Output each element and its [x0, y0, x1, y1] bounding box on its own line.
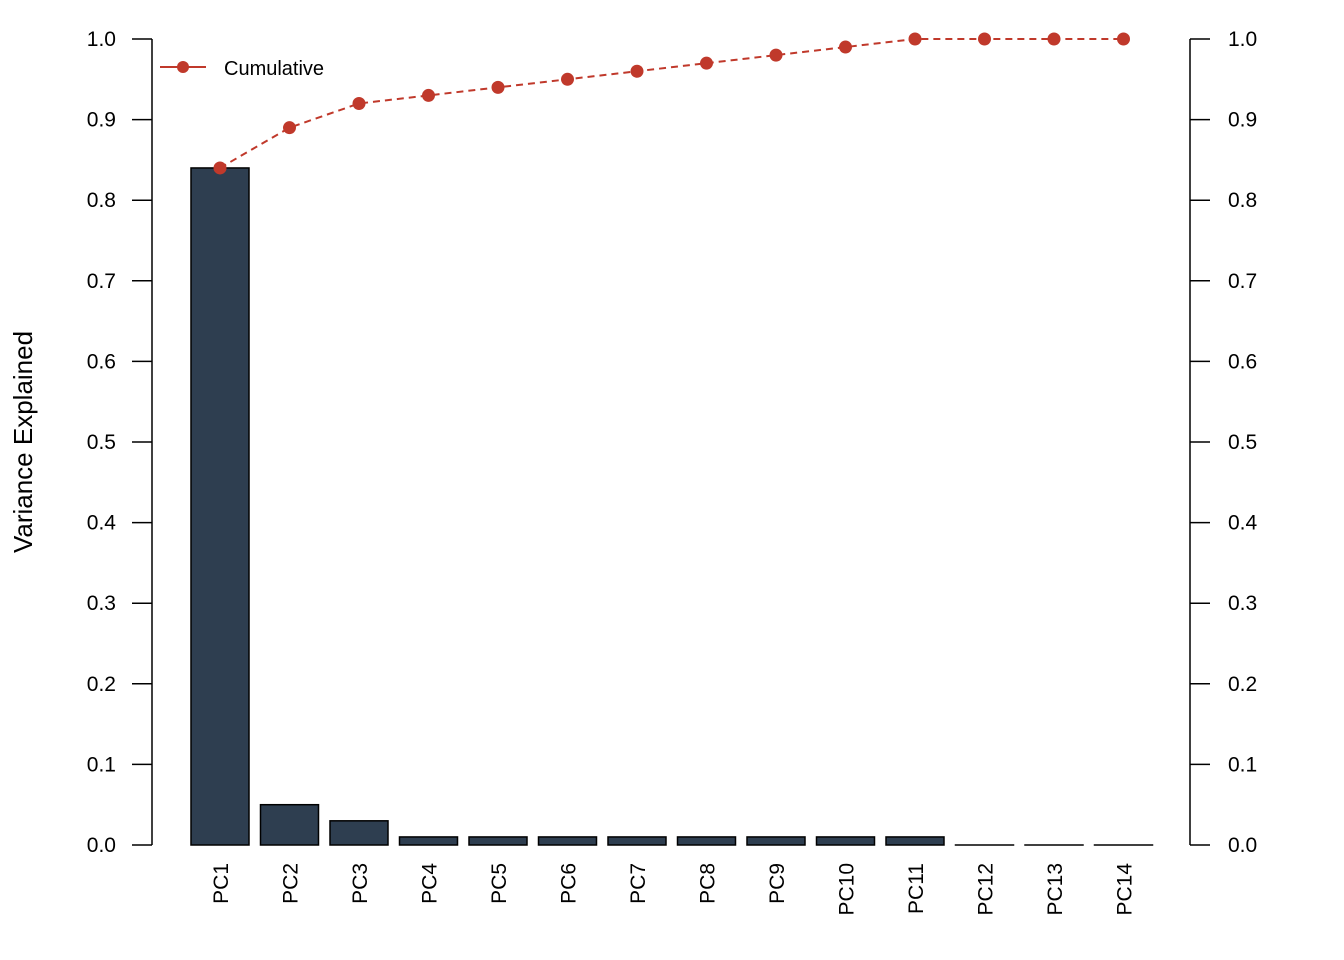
legend: Cumulative [160, 58, 324, 80]
x-tick-label-pc7: PC7 [627, 863, 650, 904]
y-tick-label-left: 0.9 [87, 109, 116, 132]
y-tick-label-right: 0.3 [1228, 592, 1257, 615]
x-tick-label-pc13: PC13 [1044, 863, 1067, 916]
cumulative-line-series [213, 32, 1130, 175]
y-tick-label-left: 0.0 [87, 834, 116, 857]
x-tick-label-pc6: PC6 [558, 863, 581, 904]
cumulative-point-pc9 [769, 48, 783, 62]
cumulative-point-pc3 [352, 96, 366, 110]
y-tick-label-right: 0.2 [1228, 673, 1257, 696]
bar-pc6 [537, 836, 598, 846]
cumulative-point-pc1 [213, 161, 227, 175]
x-tick-label-pc9: PC9 [766, 863, 789, 904]
y-tick-label-left: 0.3 [87, 592, 116, 615]
cumulative-line [219, 38, 1124, 169]
y-tick-label-right: 1.0 [1228, 28, 1257, 51]
bar-pc11 [885, 836, 945, 846]
y-tick-label-right: 0.4 [1228, 512, 1258, 535]
bar-pc7 [607, 836, 667, 846]
bar-pc10 [815, 836, 876, 846]
cumulative-point-pc13 [1047, 32, 1061, 46]
x-tick-labels: PC1 PC2 PC3 PC4 PC5 PC6 PC7 PC8 PC9 PC10 PC11 PC12 P… [210, 863, 1137, 916]
x-tick-label-pc1: PC1 [210, 863, 233, 904]
y-axis-title: Variance Explained [8, 331, 38, 553]
y-tick-label-left: 0.7 [87, 270, 116, 293]
y-tick-label-right: 0.8 [1228, 189, 1257, 212]
y-tick-label-left: 0.5 [87, 431, 116, 454]
y-tick-label-left: 0.2 [87, 673, 116, 696]
y-tick-label-left: 0.4 [87, 512, 117, 535]
bar-series [190, 167, 1154, 846]
bar-pc4 [398, 836, 459, 846]
bar-pc1 [190, 167, 250, 846]
x-tick-label-pc4: PC4 [419, 863, 442, 904]
y-tick-label-right: 0.7 [1228, 270, 1257, 293]
cumulative-point-pc5 [491, 80, 505, 94]
x-tick-label-pc3: PC3 [349, 863, 372, 904]
y-tick-label-right: 0.1 [1228, 753, 1257, 776]
cumulative-point-pc4 [422, 88, 435, 102]
cumulative-point-pc11 [908, 32, 922, 46]
legend-label-cumulative: Cumulative [224, 58, 324, 80]
cumulative-point-pc7 [630, 64, 644, 78]
cumulative-point-pc10 [839, 40, 852, 54]
y-tick-label-left: 0.6 [87, 350, 116, 373]
x-tick-label-pc8: PC8 [697, 863, 720, 904]
y-tick-label-left: 0.8 [87, 189, 116, 212]
bar-pc3 [329, 820, 389, 846]
bar-pc2 [259, 803, 320, 846]
y-axis-left: 0.0 0.1 0.2 0.3 0.4 0.5 0.6 0.7 0.8 0.9 1.0 [87, 28, 153, 857]
y-tick-label-right: 0.5 [1228, 431, 1257, 454]
cumulative-point-pc6 [561, 72, 574, 86]
y-tick-label-left: 1.0 [87, 28, 116, 51]
x-tick-label-pc14: PC14 [1114, 863, 1137, 916]
y-axis-right: 0.0 0.1 0.2 0.3 0.4 0.5 0.6 0.7 0.8 0.9 1.0 [1189, 28, 1258, 857]
x-tick-label-pc10: PC10 [836, 863, 859, 916]
legend-marker-swatch [177, 61, 189, 73]
bar-pc8 [676, 836, 737, 846]
y-tick-label-right: 0.9 [1228, 109, 1257, 132]
y-tick-label-left: 0.1 [87, 753, 116, 776]
cumulative-point-pc14 [1117, 32, 1130, 46]
x-tick-label-pc11: PC11 [905, 863, 928, 914]
cumulative-point-pc2 [283, 121, 296, 135]
x-tick-label-pc12: PC12 [975, 863, 998, 916]
cumulative-point-pc12 [978, 32, 991, 46]
bar-pc5 [468, 836, 528, 846]
y-tick-label-right: 0.0 [1228, 834, 1257, 857]
x-tick-label-pc2: PC2 [280, 863, 303, 904]
y-tick-label-right: 0.6 [1228, 350, 1257, 373]
cumulative-point-pc8 [700, 56, 713, 70]
bar-pc9 [746, 836, 806, 846]
x-tick-label-pc5: PC5 [488, 863, 511, 904]
